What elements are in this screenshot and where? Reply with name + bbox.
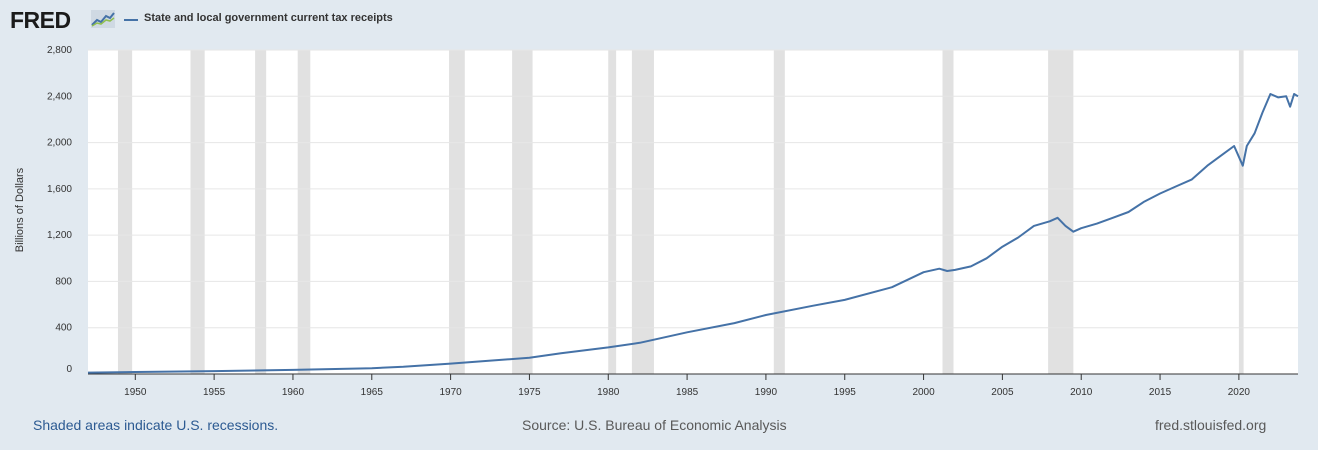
recession-note-link[interactable]: Shaded areas indicate U.S. recessions. bbox=[33, 417, 279, 433]
recession-band bbox=[255, 50, 267, 374]
recession-shading bbox=[117, 50, 1244, 374]
x-tick-label: 1960 bbox=[282, 387, 305, 398]
site-url[interactable]: fred.stlouisfed.org bbox=[1155, 417, 1267, 433]
plot-area bbox=[88, 50, 1298, 374]
recession-band bbox=[608, 50, 617, 374]
series-line[interactable] bbox=[87, 93, 1299, 374]
y-axis-tick-labels: 0 400 800 1,200 1,600 2,000 2,400 2,800 bbox=[47, 45, 72, 375]
series-layer bbox=[87, 93, 1299, 374]
y-tick-label: 0 bbox=[66, 364, 72, 375]
x-tick-label: 2010 bbox=[1070, 387, 1093, 398]
x-tick-label: 1990 bbox=[755, 387, 778, 398]
x-tick-label: 1955 bbox=[203, 387, 226, 398]
x-tick-label: 2015 bbox=[1149, 387, 1172, 398]
y-tick-label: 2,000 bbox=[47, 138, 72, 149]
recession-band bbox=[1238, 50, 1244, 374]
x-axis: 1950 1955 1960 1965 1970 1975 1980 1985 1990 1995… bbox=[88, 373, 1298, 398]
x-tick-label: 1995 bbox=[834, 387, 857, 398]
y-tick-label: 400 bbox=[55, 323, 72, 334]
gridlines bbox=[88, 49, 1298, 329]
legend-swatch bbox=[124, 19, 138, 21]
x-tick-label: 1985 bbox=[676, 387, 699, 398]
recession-band bbox=[190, 50, 205, 374]
fred-logo[interactable]: FRED bbox=[10, 7, 71, 33]
x-tick-label: 2005 bbox=[991, 387, 1014, 398]
recession-band bbox=[773, 50, 785, 374]
y-tick-label: 800 bbox=[55, 276, 72, 287]
y-tick-label: 2,400 bbox=[47, 91, 72, 102]
recession-band bbox=[449, 50, 465, 374]
x-tick-label: 2000 bbox=[912, 387, 935, 398]
recession-band bbox=[942, 50, 954, 374]
recession-band bbox=[512, 50, 533, 374]
x-tick-label: 1980 bbox=[597, 387, 620, 398]
legend-series-label[interactable]: State and local government current tax r… bbox=[144, 12, 393, 24]
source-text: Source: U.S. Bureau of Economic Analysis bbox=[522, 417, 787, 433]
y-tick-label: 1,600 bbox=[47, 184, 72, 195]
fred-line-graph-icon bbox=[91, 10, 115, 28]
x-tick-label: 1970 bbox=[439, 387, 462, 398]
y-tick-label: 1,200 bbox=[47, 230, 72, 241]
x-tick-label: 1965 bbox=[361, 387, 384, 398]
x-tick-label: 1975 bbox=[518, 387, 541, 398]
recession-band bbox=[1048, 50, 1074, 374]
x-tick-label: 2020 bbox=[1228, 387, 1251, 398]
recession-band bbox=[297, 50, 311, 374]
y-tick-label: 2,800 bbox=[47, 45, 72, 56]
x-tick-label: 1950 bbox=[124, 387, 147, 398]
header: FRED State and local government current … bbox=[0, 0, 1318, 40]
y-axis-title: Billions of Dollars bbox=[14, 167, 26, 252]
recession-band bbox=[631, 50, 654, 374]
recession-band bbox=[117, 50, 133, 374]
